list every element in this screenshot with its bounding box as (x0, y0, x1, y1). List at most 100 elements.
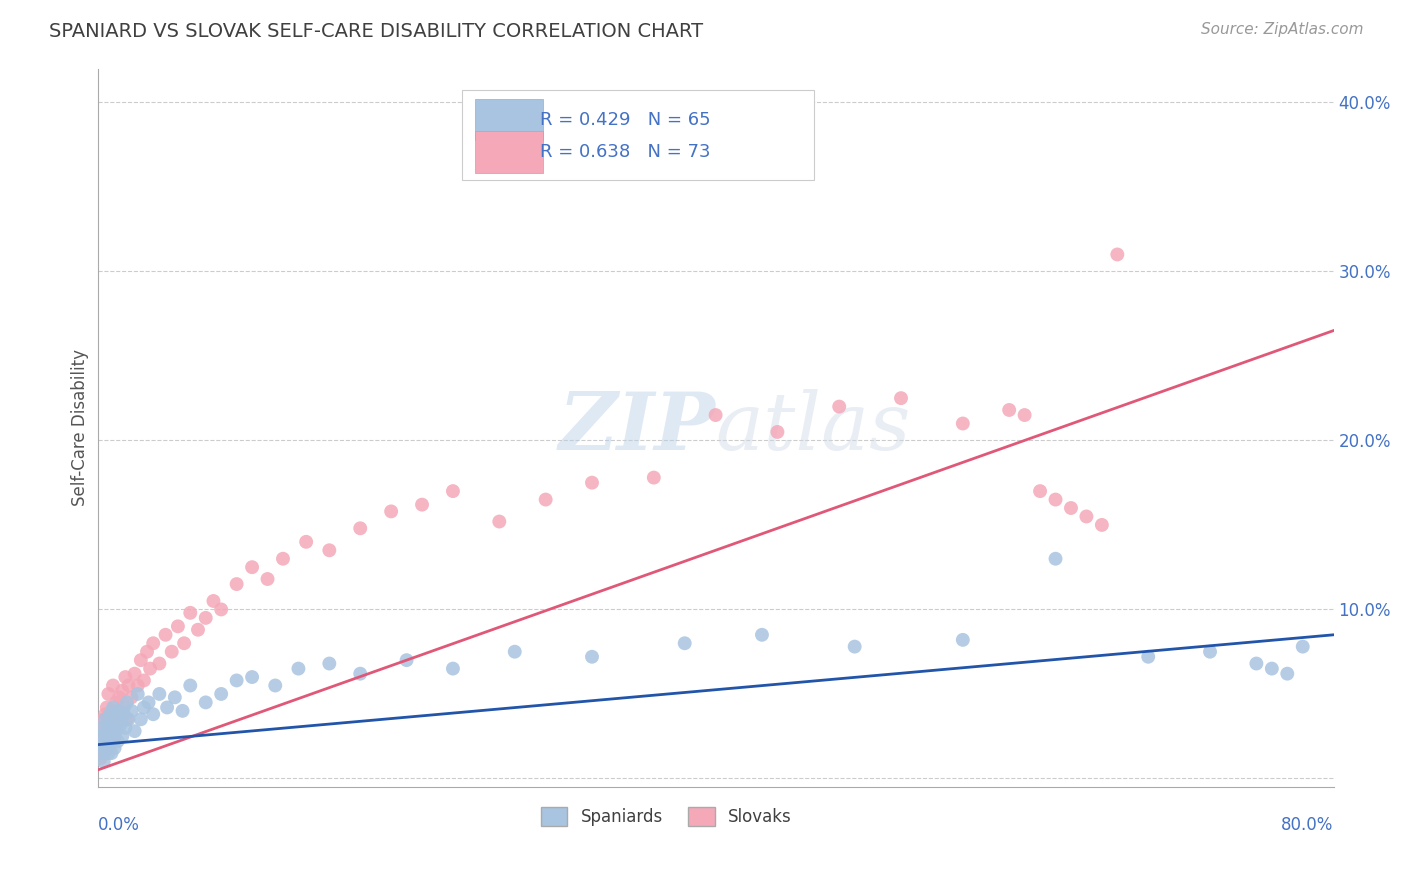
Point (98, 729, 121, 743)
Point (94, 707, 117, 722)
Point (93, 746, 115, 760)
Point (107, 734, 129, 748)
Point (105, 695, 128, 709)
Point (1045, 492, 1067, 507)
Point (534, 492, 557, 507)
Point (194, 611, 217, 625)
Point (90, 729, 112, 743)
Point (112, 707, 135, 722)
Point (121, 690, 143, 705)
Text: 0.0%: 0.0% (97, 815, 139, 834)
Point (90, 751, 112, 765)
Point (103, 712, 125, 726)
Point (581, 475, 603, 490)
Point (503, 645, 526, 659)
Point (132, 673, 155, 688)
Point (108, 704, 131, 718)
Point (93, 712, 115, 726)
Point (142, 636, 165, 650)
Point (167, 619, 190, 633)
Point (441, 662, 464, 676)
Point (890, 391, 912, 405)
Point (96, 724, 118, 739)
Point (127, 687, 149, 701)
Point (209, 687, 232, 701)
Point (90, 729, 112, 743)
Point (187, 623, 209, 637)
FancyBboxPatch shape (475, 99, 543, 140)
Point (91, 721, 114, 735)
Text: R = 0.638   N = 73: R = 0.638 N = 73 (540, 143, 710, 161)
Point (766, 425, 789, 439)
Point (108, 690, 131, 705)
Point (287, 662, 309, 676)
FancyBboxPatch shape (475, 131, 543, 173)
Point (115, 712, 138, 726)
Point (179, 679, 201, 693)
Point (101, 721, 124, 735)
Point (105, 724, 128, 739)
Point (673, 636, 696, 650)
Point (704, 408, 727, 422)
Point (100, 729, 122, 743)
Point (91, 721, 114, 735)
Point (97, 746, 120, 760)
Point (124, 666, 146, 681)
Text: 80.0%: 80.0% (1281, 815, 1334, 834)
Point (173, 636, 195, 650)
Point (98, 707, 121, 722)
Point (581, 649, 603, 664)
Point (488, 515, 510, 529)
Point (1091, 517, 1114, 532)
Point (107, 717, 129, 731)
Point (163, 690, 186, 705)
Point (172, 704, 194, 718)
Text: atlas: atlas (716, 389, 911, 467)
Point (1246, 657, 1268, 671)
Point (643, 470, 665, 484)
Point (1277, 666, 1299, 681)
Point (114, 670, 136, 684)
Point (1137, 649, 1160, 664)
Point (225, 673, 247, 688)
Point (94, 712, 117, 726)
Point (155, 628, 177, 642)
Point (751, 628, 773, 642)
Point (148, 657, 170, 671)
Point (96, 741, 118, 756)
Point (97, 687, 120, 701)
Point (264, 679, 287, 693)
Point (395, 653, 418, 667)
Point (91, 741, 114, 756)
Point (318, 657, 340, 671)
Point (240, 670, 263, 684)
Point (124, 724, 146, 739)
Point (87, 741, 110, 756)
Point (952, 632, 974, 647)
Point (94, 729, 117, 743)
Point (194, 695, 217, 709)
Point (117, 712, 139, 726)
Point (1107, 247, 1129, 261)
Point (179, 606, 201, 620)
Point (103, 741, 125, 756)
Point (998, 403, 1021, 417)
Point (91, 738, 114, 752)
Text: R = 0.429   N = 65: R = 0.429 N = 65 (540, 111, 710, 128)
Point (90, 746, 112, 760)
Point (138, 695, 160, 709)
Point (240, 560, 263, 574)
Point (111, 729, 134, 743)
Point (103, 729, 125, 743)
Point (127, 679, 149, 693)
Point (87, 738, 110, 752)
Point (256, 572, 278, 586)
Point (100, 721, 122, 735)
Point (225, 577, 247, 591)
Point (101, 704, 124, 718)
Point (349, 521, 371, 535)
Point (411, 498, 433, 512)
Point (139, 662, 162, 676)
Point (101, 700, 124, 714)
Point (96, 700, 118, 714)
